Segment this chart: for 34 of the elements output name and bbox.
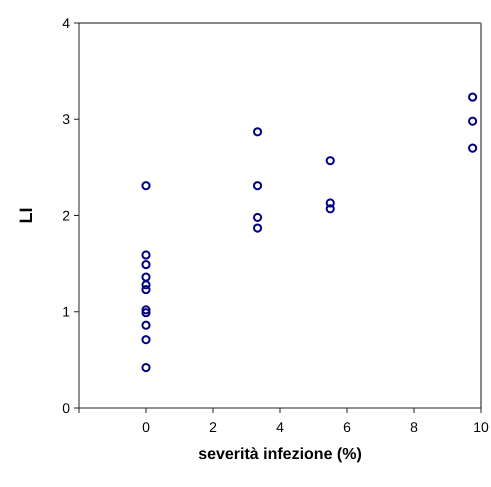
y-tick-label: 4 [62,14,70,31]
point [252,127,262,136]
point [141,181,151,190]
x-tick-label: 0 [142,419,150,435]
point [141,363,151,372]
x-tick-label: 6 [343,419,352,435]
point [141,285,151,294]
point [141,305,151,314]
point [326,156,335,166]
point [326,198,335,208]
point [141,335,151,344]
y-axis-title: LI [16,208,36,224]
point [252,223,262,233]
point [252,212,262,222]
point [252,181,262,190]
x-tick-label: 8 [410,419,418,435]
point [468,144,478,153]
point [141,260,151,270]
point [468,92,478,102]
x-tick-label: 4 [276,419,284,435]
y-tick-label: 3 [62,111,70,128]
x-tick-label: 10 [473,419,489,435]
point [141,308,151,318]
point [468,116,478,126]
point [141,250,151,260]
y-tick-label: 1 [62,304,70,320]
point [326,204,335,214]
y-tick-label: 0 [62,400,70,416]
x-axis-title: severità infezione (%) [198,446,362,463]
point [141,280,151,290]
x-tick-label: 2 [209,419,218,435]
y-tick-label: 2 [62,207,70,224]
point [141,320,151,330]
point [141,272,151,282]
